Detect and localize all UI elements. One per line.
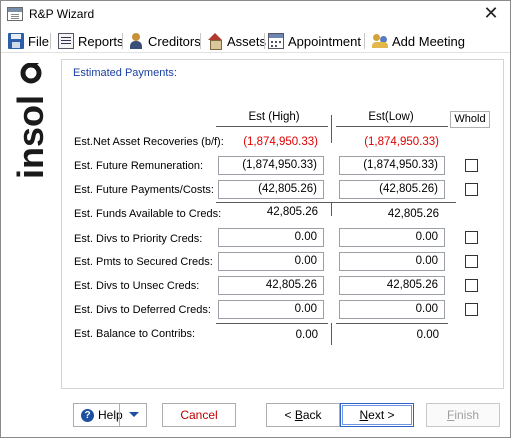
row-label-divs-unsec: Est. Divs to Unsec Creds: [74, 280, 200, 292]
chevron-down-icon [129, 412, 139, 417]
add-meeting-menu[interactable]: Add Meeting [372, 31, 465, 51]
next-label-rest: ext > [368, 408, 395, 422]
title-bar: R&P Wizard ✕ [1, 1, 510, 28]
back-label-rest: ack [302, 408, 322, 422]
assets-menu-label: Assets [227, 33, 267, 49]
low-future-payments-input[interactable]: (42,805.26) [339, 180, 445, 199]
column-divider [331, 202, 332, 216]
creditors-menu[interactable]: Creditors [128, 31, 201, 51]
high-divs-deferred-input[interactable]: 0.00 [218, 300, 324, 319]
high-divs-unsec-input[interactable]: 42,805.26 [218, 276, 324, 295]
assets-menu[interactable]: Assets [207, 31, 266, 51]
cancel-button[interactable]: Cancel [162, 403, 236, 427]
help-dropdown-button[interactable] [119, 403, 147, 427]
back-prefix: < [284, 408, 295, 422]
header-underline-high [216, 126, 328, 127]
column-header-high: Est (High) [248, 111, 300, 123]
row-label-future-payments: Est. Future Payments/Costs: [74, 184, 214, 196]
next-access-key: N [359, 408, 369, 422]
column-header-low: Est(Low) [368, 111, 414, 123]
section-title: Estimated Payments: [73, 67, 177, 79]
back-button[interactable]: < Back [266, 403, 340, 427]
menu-toolbar: File Reports Creditors Assets Appointmen… [1, 29, 510, 53]
low-net-asset-recoveries: (1,874,950.33) [364, 136, 439, 148]
appointment-menu-label: Appointment [288, 33, 361, 49]
total-line-high [216, 323, 328, 324]
low-funds-available: 42,805.26 [387, 208, 439, 220]
row-label-future-remuneration: Est. Future Remuneration: [74, 160, 204, 172]
window-title: R&P Wizard [29, 7, 95, 21]
estimates-panel [61, 59, 504, 389]
close-icon[interactable]: ✕ [483, 3, 499, 24]
high-funds-available: 42,805.26 [266, 206, 318, 218]
person-icon [128, 33, 144, 49]
row-label-pmts-secured: Est. Pmts to Secured Creds: [74, 256, 213, 268]
high-balance-contribs: 0.00 [295, 329, 318, 341]
toolbar-separator [200, 33, 201, 49]
toolbar-separator [50, 33, 51, 49]
creditors-menu-label: Creditors [148, 33, 201, 49]
next-button[interactable]: Next > [340, 403, 414, 427]
whold-checkbox-pmts-secured[interactable] [465, 255, 478, 268]
finish-label-rest: inish [454, 408, 480, 422]
high-divs-priority-input[interactable]: 0.00 [218, 228, 324, 247]
appointment-menu[interactable]: Appointment [268, 31, 361, 51]
whold-checkbox-divs-priority[interactable] [465, 231, 478, 244]
header-underline-low [336, 126, 448, 127]
whold-checkbox-divs-unsec[interactable] [465, 279, 478, 292]
low-divs-deferred-input[interactable]: 0.00 [339, 300, 445, 319]
insol6-logo: insol [10, 63, 51, 179]
row-label-funds-available: Est. Funds Available to Creds: [74, 208, 222, 220]
people-icon [372, 33, 388, 49]
low-pmts-secured-input[interactable]: 0.00 [339, 252, 445, 271]
reports-menu[interactable]: Reports [58, 31, 124, 51]
finish-access-key: F [446, 408, 455, 422]
column-divider [331, 115, 332, 143]
back-access-key: B [294, 408, 303, 422]
file-menu-label: File [28, 33, 49, 49]
toolbar-separator [264, 33, 265, 49]
add-meeting-menu-label: Add Meeting [392, 33, 465, 49]
low-divs-unsec-input[interactable]: 42,805.26 [339, 276, 445, 295]
high-future-payments-input[interactable]: (42,805.26) [218, 180, 324, 199]
high-pmts-secured-input[interactable]: 0.00 [218, 252, 324, 271]
row-label-balance-contribs: Est. Balance to Contribs: [74, 328, 196, 340]
app-window-icon [7, 7, 23, 21]
finish-button[interactable]: Finish [426, 403, 500, 427]
report-icon [58, 33, 74, 49]
save-disk-icon [8, 33, 24, 49]
help-icon: ? [81, 409, 94, 422]
whold-checkbox-divs-deferred[interactable] [465, 303, 478, 316]
toolbar-separator [122, 33, 123, 49]
subtotal-line [216, 202, 456, 203]
reports-menu-label: Reports [78, 33, 124, 49]
row-label-divs-deferred: Est. Divs to Deferred Creds: [74, 304, 211, 316]
help-button-label: Help [98, 408, 123, 422]
whold-checkbox-future-payments[interactable] [465, 183, 478, 196]
whold-checkbox-future-remuneration[interactable] [465, 159, 478, 172]
low-balance-contribs: 0.00 [416, 329, 439, 341]
low-future-remuneration-input[interactable]: (1,874,950.33) [339, 156, 445, 175]
row-label-divs-priority: Est. Divs to Priority Creds: [74, 233, 203, 245]
file-menu[interactable]: File [8, 31, 49, 51]
house-icon [207, 33, 223, 50]
column-divider [331, 323, 332, 345]
column-header-whold: Whold [450, 111, 490, 128]
high-net-asset-recoveries: (1,874,950.33) [243, 136, 318, 148]
calendar-icon [268, 33, 284, 49]
logo-wordmark: insol [10, 95, 51, 179]
low-divs-priority-input[interactable]: 0.00 [339, 228, 445, 247]
high-future-remuneration-input[interactable]: (1,874,950.33) [218, 156, 324, 175]
toolbar-separator [364, 33, 365, 49]
row-label-net-asset-recoveries: Est.Net Asset Recoveries (b/f): [74, 136, 224, 148]
total-line-low [336, 323, 448, 324]
